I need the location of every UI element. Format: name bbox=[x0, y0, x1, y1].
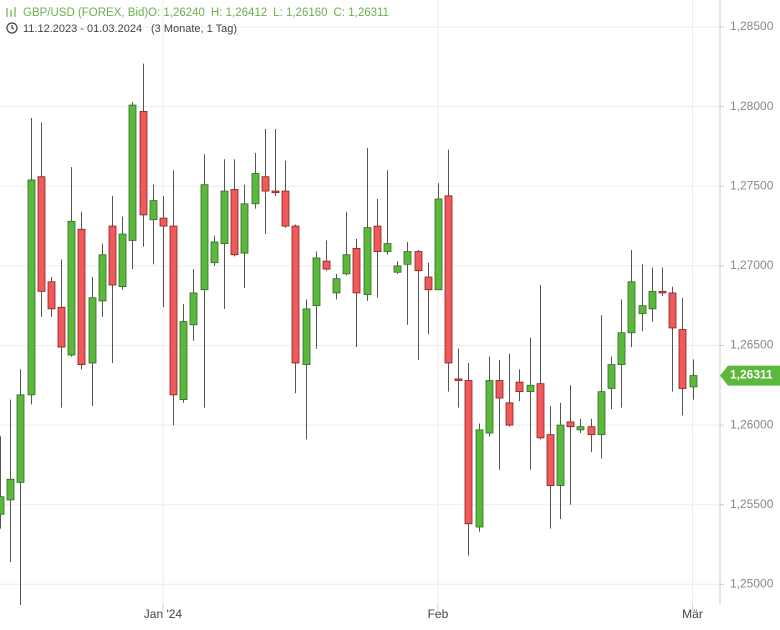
clock-icon bbox=[6, 22, 18, 34]
candle-body bbox=[352, 247, 361, 294]
candle-body bbox=[6, 478, 15, 501]
candle-body bbox=[403, 251, 412, 265]
candle-body bbox=[638, 305, 647, 315]
candle-body bbox=[281, 190, 290, 227]
candle-body bbox=[556, 424, 565, 486]
candle-body bbox=[444, 195, 453, 364]
candle-body bbox=[434, 198, 443, 291]
candle-body bbox=[393, 265, 402, 273]
y-tick-label: 1,27000 bbox=[730, 258, 774, 272]
candle-body bbox=[454, 378, 463, 381]
ohlc-label: H: 1,26412 bbox=[211, 7, 267, 19]
last-price-tag bbox=[720, 365, 780, 386]
period-note: (3 Monate, 1 Tag) bbox=[151, 23, 237, 35]
candle-body bbox=[495, 380, 504, 399]
candle-body bbox=[678, 329, 687, 389]
candle-body bbox=[230, 189, 239, 256]
candle-body bbox=[251, 173, 260, 205]
y-tick-label: 1,26500 bbox=[730, 338, 774, 352]
y-tick-label: 1,26000 bbox=[730, 417, 774, 431]
ohlc-label: C: 1,26311 bbox=[334, 7, 389, 19]
candle-body bbox=[169, 225, 178, 396]
chart-title: GBP/USD (FOREX, Bid) bbox=[23, 7, 148, 19]
candle-body bbox=[210, 241, 219, 264]
candle-body bbox=[566, 421, 575, 428]
y-tick-label: 1,27500 bbox=[730, 178, 774, 192]
candle-body bbox=[77, 228, 86, 365]
candle-body bbox=[57, 306, 66, 348]
candle-body bbox=[108, 225, 117, 286]
x-tick-label: Jan '24 bbox=[144, 607, 183, 621]
candle-body bbox=[576, 426, 585, 431]
candle-body bbox=[689, 375, 698, 388]
candles bbox=[0, 63, 698, 605]
candle-body bbox=[607, 364, 616, 389]
candle-body bbox=[536, 383, 545, 439]
candle-body bbox=[332, 278, 341, 294]
last-price-label: 1,26311 bbox=[730, 368, 773, 382]
candle-body bbox=[526, 384, 535, 393]
candle-body bbox=[149, 200, 158, 221]
candle-body bbox=[220, 190, 229, 244]
candle-body bbox=[159, 217, 168, 227]
chart-icon bbox=[6, 7, 16, 17]
candle-body bbox=[475, 429, 484, 528]
candle-body bbox=[128, 104, 137, 241]
candle-body bbox=[37, 176, 46, 292]
ohlc-label: L: 1,26160 bbox=[273, 7, 327, 19]
x-tick-label: Mär bbox=[682, 607, 703, 621]
candle-body bbox=[414, 251, 423, 272]
date-range: 11.12.2023 - 01.03.2024 bbox=[23, 23, 142, 35]
candle-body bbox=[291, 225, 300, 364]
candle-body bbox=[342, 254, 351, 275]
candle-body bbox=[668, 292, 677, 329]
candle-body bbox=[312, 257, 321, 307]
candle-body bbox=[189, 292, 198, 326]
candle-body bbox=[505, 402, 514, 426]
candle-body bbox=[424, 276, 433, 291]
candle-body bbox=[363, 227, 372, 295]
grid bbox=[0, 0, 720, 605]
candle-body bbox=[627, 281, 636, 334]
candle-body bbox=[261, 176, 270, 192]
candle-body bbox=[240, 203, 249, 254]
ohlc-values: O: 1,26240 H: 1,26412 L: 1,26160 C: 1,26311 bbox=[148, 7, 389, 19]
y-tick-label: 1,25000 bbox=[730, 576, 774, 590]
candle-body bbox=[648, 290, 657, 310]
ohlc-label: O: 1,26240 bbox=[148, 7, 205, 19]
candle-body bbox=[47, 281, 56, 310]
candle-body bbox=[546, 434, 555, 486]
candle-body bbox=[67, 220, 76, 356]
candle-body bbox=[118, 233, 127, 287]
candle-body bbox=[302, 308, 311, 365]
candle-body bbox=[139, 111, 148, 216]
y-tick-label: 1,28500 bbox=[730, 19, 774, 33]
y-tick-label: 1,28000 bbox=[730, 99, 774, 113]
candle-body bbox=[617, 332, 626, 365]
candle-body bbox=[597, 391, 606, 436]
candle-body bbox=[27, 179, 36, 396]
candle-body bbox=[179, 321, 188, 401]
candle-body bbox=[16, 394, 25, 483]
candle-body bbox=[322, 260, 331, 270]
candle-body bbox=[373, 225, 382, 252]
candle-body bbox=[0, 496, 5, 515]
candle-body bbox=[200, 184, 209, 291]
candle-body bbox=[485, 380, 494, 434]
candle-body bbox=[271, 190, 280, 194]
candle-body bbox=[515, 381, 524, 393]
y-tick-label: 1,25500 bbox=[730, 497, 774, 511]
candle-body bbox=[383, 243, 392, 252]
x-tick-label: Feb bbox=[428, 607, 449, 621]
candle-body bbox=[88, 297, 97, 364]
candle-body bbox=[98, 254, 107, 302]
candle-body bbox=[658, 290, 667, 294]
candle-body bbox=[587, 426, 596, 436]
candle-body bbox=[464, 380, 473, 525]
